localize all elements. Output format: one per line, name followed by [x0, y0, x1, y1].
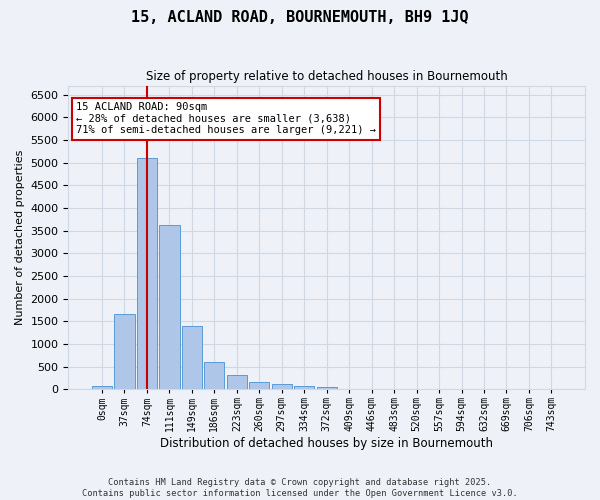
- Bar: [137, 158, 157, 389]
- Y-axis label: Number of detached properties: Number of detached properties: [15, 150, 25, 325]
- Bar: [294, 386, 314, 389]
- Bar: [317, 388, 337, 389]
- X-axis label: Distribution of detached houses by size in Bournemouth: Distribution of detached houses by size …: [160, 437, 493, 450]
- Bar: [115, 314, 134, 389]
- Bar: [272, 384, 292, 389]
- Bar: [204, 362, 224, 389]
- Text: 15, ACLAND ROAD, BOURNEMOUTH, BH9 1JQ: 15, ACLAND ROAD, BOURNEMOUTH, BH9 1JQ: [131, 10, 469, 25]
- Bar: [249, 382, 269, 389]
- Title: Size of property relative to detached houses in Bournemouth: Size of property relative to detached ho…: [146, 70, 508, 83]
- Bar: [92, 386, 112, 389]
- Text: Contains HM Land Registry data © Crown copyright and database right 2025.
Contai: Contains HM Land Registry data © Crown c…: [82, 478, 518, 498]
- Bar: [182, 326, 202, 389]
- Text: 15 ACLAND ROAD: 90sqm
← 28% of detached houses are smaller (3,638)
71% of semi-d: 15 ACLAND ROAD: 90sqm ← 28% of detached …: [76, 102, 376, 136]
- Bar: [227, 375, 247, 389]
- Bar: [159, 224, 179, 389]
